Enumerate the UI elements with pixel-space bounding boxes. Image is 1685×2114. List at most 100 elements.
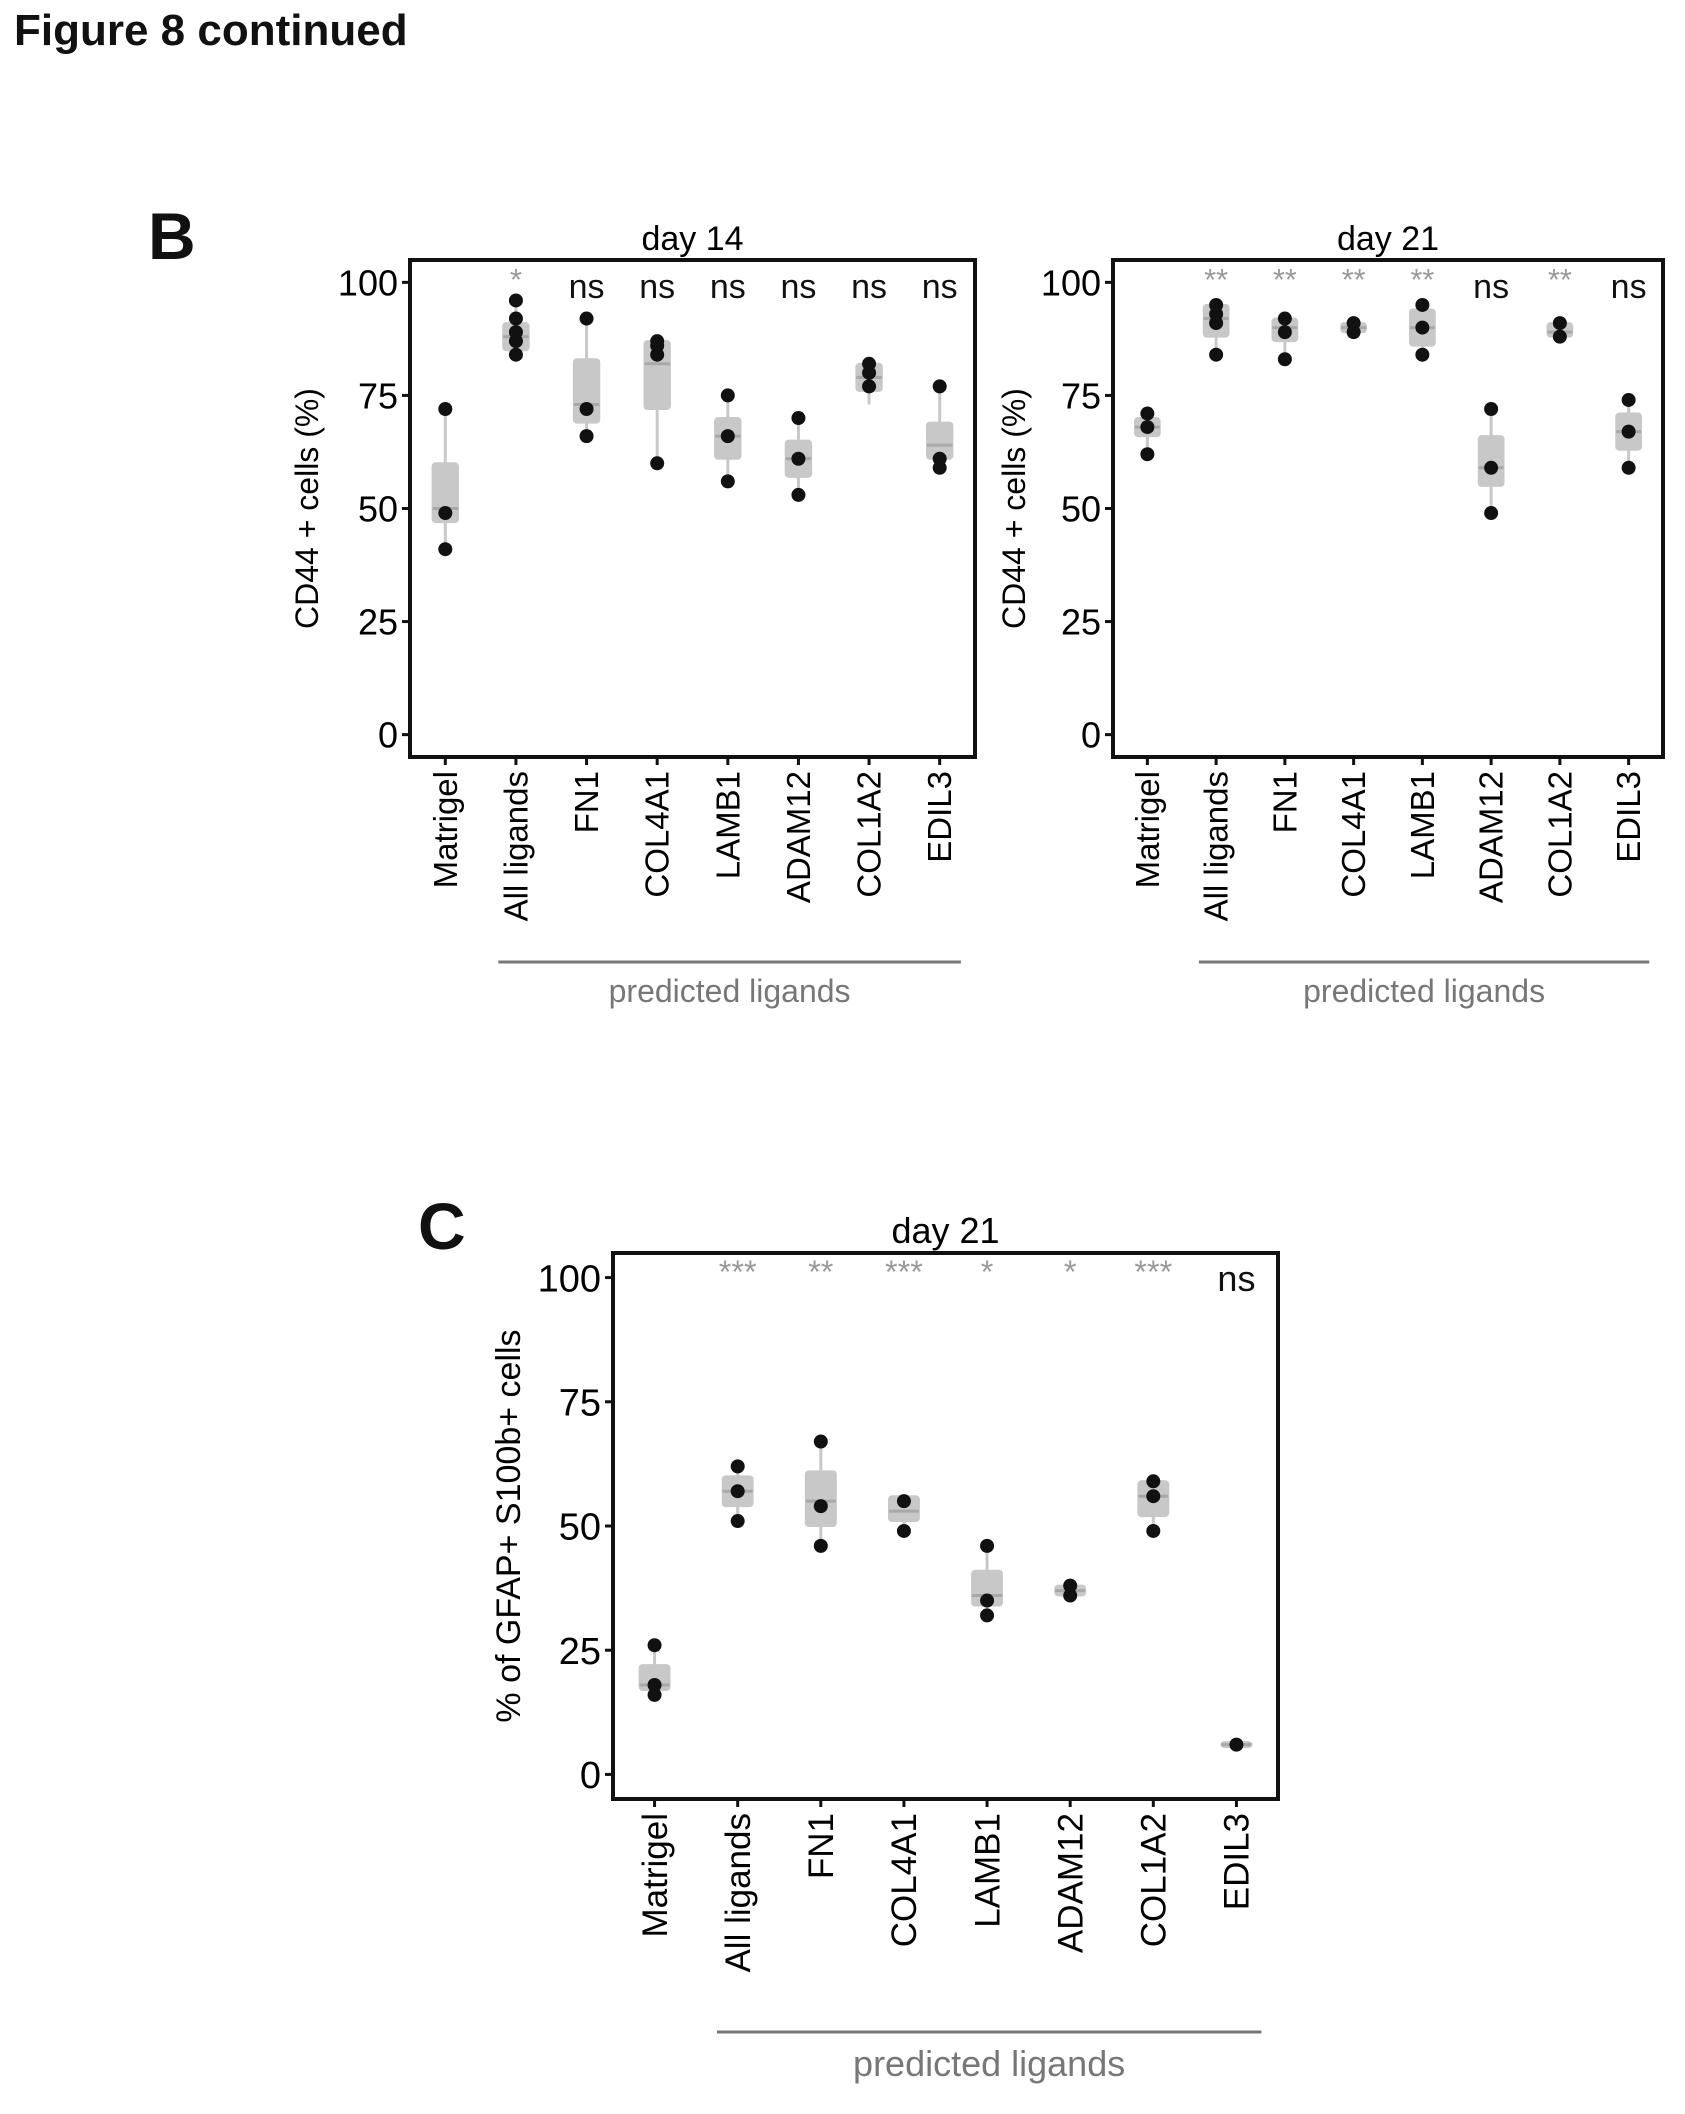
y-tick-label: 100 — [338, 262, 398, 303]
significance-label: ** — [808, 1254, 834, 1290]
y-tick-label: 25 — [1061, 602, 1101, 643]
significance-label: * — [981, 1254, 994, 1290]
y-tick-label: 0 — [580, 1755, 601, 1797]
data-point — [813, 1499, 828, 1514]
significance-label: ** — [1342, 263, 1366, 297]
significance-label: ** — [1204, 263, 1228, 297]
data-point — [508, 311, 523, 326]
data-point — [508, 293, 523, 308]
data-point — [1484, 460, 1499, 475]
significance-label: * — [1064, 1254, 1077, 1290]
data-point — [647, 1677, 662, 1692]
significance-label: ns — [851, 268, 887, 306]
data-point — [932, 379, 947, 394]
y-tick-label: 25 — [559, 1631, 601, 1673]
significance-label: ** — [1548, 263, 1572, 297]
significance-label: ns — [1611, 268, 1647, 306]
data-point — [438, 506, 453, 521]
data-point — [791, 411, 806, 426]
y-tick-label: 0 — [378, 715, 398, 756]
data-point — [896, 1494, 911, 1509]
significance-label: ns — [1473, 268, 1509, 306]
data-point — [730, 1484, 745, 1499]
y-axis-label: % of GFAP+ S100b+ cells — [490, 1329, 528, 1722]
x-tick-label: All ligands — [1198, 771, 1235, 921]
data-point — [647, 1638, 662, 1653]
x-tick-label: EDIL3 — [1610, 771, 1647, 863]
data-point — [791, 451, 806, 466]
chart-title: day 21 — [1337, 220, 1439, 258]
plot-frame — [611, 1251, 1280, 1801]
data-point — [1146, 1474, 1161, 1489]
data-point — [438, 402, 453, 417]
data-point — [720, 388, 735, 403]
y-tick-label: 100 — [538, 1258, 601, 1300]
data-point — [1209, 297, 1224, 312]
y-tick-label: 100 — [1041, 262, 1101, 303]
y-tick-label: 50 — [559, 1507, 601, 1549]
significance-label: ** — [1410, 263, 1434, 297]
data-point — [1209, 347, 1224, 362]
data-point — [1140, 420, 1155, 435]
data-point — [932, 451, 947, 466]
x-tick-label: Matrigel — [427, 771, 464, 888]
data-point — [813, 1434, 828, 1449]
data-point — [980, 1593, 995, 1608]
data-point — [980, 1538, 995, 1553]
data-point — [813, 1538, 828, 1553]
significance-label: *** — [1134, 1254, 1172, 1290]
data-point — [650, 456, 665, 471]
data-point — [730, 1459, 745, 1474]
data-point — [1277, 325, 1292, 340]
significance-label: ** — [1273, 263, 1297, 297]
y-axis-label: CD44 + cells (%) — [289, 388, 325, 629]
data-point — [1621, 392, 1636, 407]
x-tick-label: EDIL3 — [921, 771, 958, 863]
chart-title: day 14 — [641, 220, 743, 258]
x-tick-label: COL1A2 — [851, 771, 888, 898]
data-point — [579, 402, 594, 417]
x-tick-label: COL4A1 — [885, 1813, 924, 1947]
significance-label: *** — [719, 1254, 757, 1290]
box-body — [804, 1470, 837, 1528]
data-point — [1415, 297, 1430, 312]
data-point — [1552, 329, 1567, 344]
significance-label: ns — [1217, 1258, 1255, 1299]
bracket-label: predicted ligands — [609, 973, 851, 1009]
x-tick-label: ADAM12 — [1473, 771, 1510, 903]
data-point — [862, 356, 877, 371]
bracket-label: predicted ligands — [1303, 973, 1545, 1009]
data-point — [1277, 352, 1292, 367]
x-tick-label: All ligands — [497, 771, 534, 921]
page-title: Figure 8 continued — [14, 6, 408, 55]
y-tick-label: 50 — [1061, 488, 1101, 529]
data-point — [1484, 402, 1499, 417]
data-point — [1140, 406, 1155, 421]
data-point — [650, 334, 665, 349]
data-point — [438, 542, 453, 557]
data-point — [1146, 1523, 1161, 1538]
x-tick-label: All ligands — [719, 1813, 758, 1973]
x-tick-label: LAMB1 — [1404, 771, 1441, 879]
data-point — [1063, 1578, 1078, 1593]
data-point — [579, 311, 594, 326]
data-point — [730, 1514, 745, 1529]
significance-label: ns — [639, 268, 675, 306]
data-point — [791, 487, 806, 502]
data-point — [579, 429, 594, 444]
x-tick-label: Matrigel — [636, 1813, 675, 1937]
x-tick-label: LAMB1 — [968, 1813, 1007, 1928]
x-tick-label: COL4A1 — [1335, 771, 1372, 898]
data-point — [896, 1523, 911, 1538]
data-point — [1415, 347, 1430, 362]
x-tick-label: Matrigel — [1129, 771, 1166, 888]
data-point — [1229, 1737, 1244, 1752]
y-tick-label: 75 — [1061, 375, 1101, 416]
x-tick-label: COL4A1 — [639, 771, 676, 898]
data-point — [508, 325, 523, 340]
data-point — [1277, 311, 1292, 326]
significance-label: *** — [885, 1254, 923, 1290]
data-point — [1146, 1489, 1161, 1504]
